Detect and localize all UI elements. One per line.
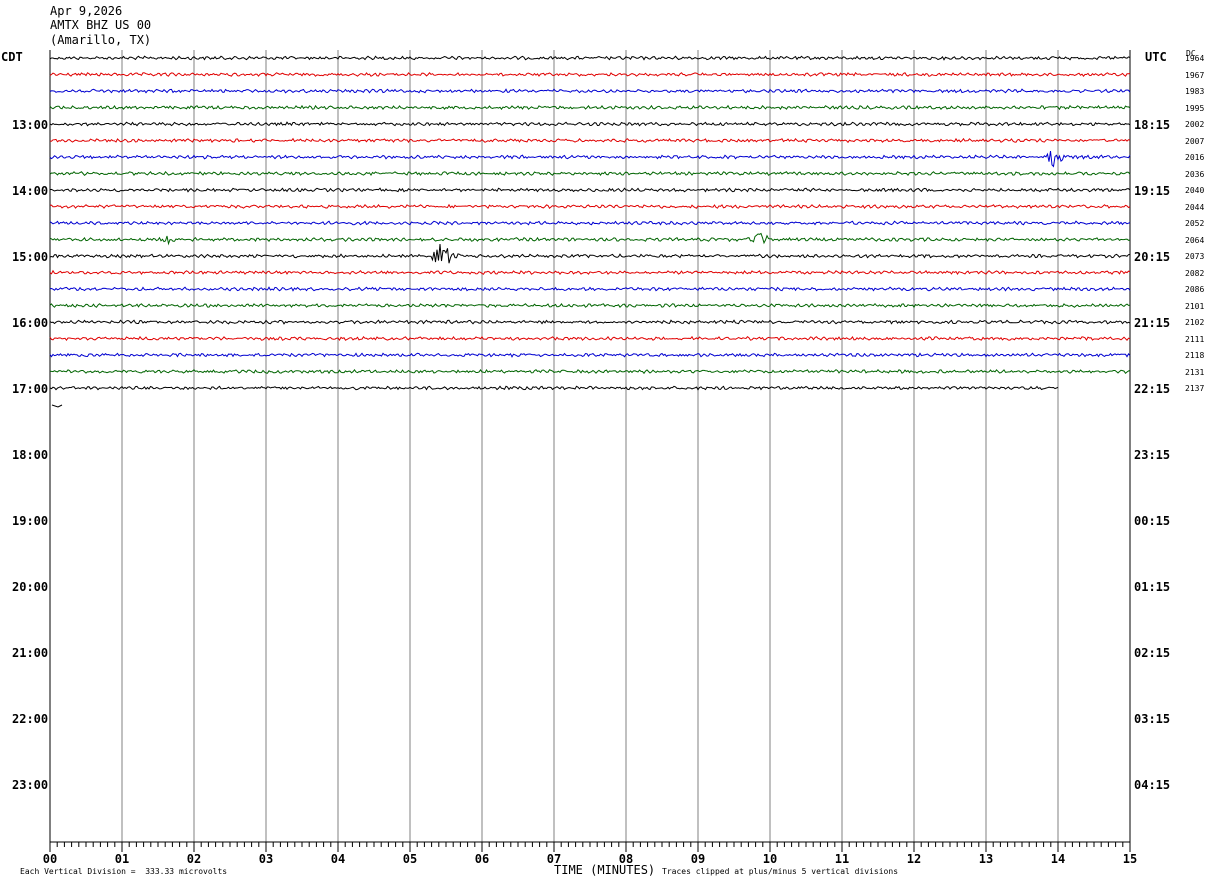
- seismic-trace: [49, 88, 1131, 94]
- dc-value: 2137: [1185, 384, 1205, 393]
- x-tick-label: 13: [979, 852, 993, 866]
- cdt-hour-label: 13:00: [12, 118, 49, 132]
- dc-value: 2082: [1185, 268, 1205, 278]
- seismic-trace: [49, 352, 1131, 358]
- seismic-trace: [49, 244, 1131, 264]
- dc-value: 2036: [1185, 169, 1205, 179]
- dc-value: 2040: [1185, 186, 1205, 195]
- x-tick-label: 12: [907, 852, 921, 866]
- dc-value: 2064: [1185, 235, 1205, 245]
- seismic-trace: [49, 151, 1131, 168]
- x-tick-label: 02: [187, 852, 201, 866]
- utc-hour-label: 21:15: [1134, 316, 1171, 330]
- utc-hour-label: 19:15: [1134, 184, 1171, 198]
- cdt-hour-label: 17:00: [12, 382, 49, 396]
- seismic-trace: [49, 385, 1059, 391]
- x-tick-label: 10: [763, 852, 777, 866]
- seismic-trace: [49, 137, 1131, 144]
- x-tick-label: 05: [403, 852, 417, 866]
- right-timezone-label: UTC: [1145, 50, 1167, 64]
- seismic-trace: [49, 302, 1131, 309]
- utc-hour-label: 03:15: [1134, 712, 1171, 726]
- x-tick-label: 00: [43, 852, 57, 866]
- seismic-trace: [49, 286, 1131, 292]
- x-tick-label: 06: [475, 852, 489, 866]
- dc-value: 2073: [1185, 252, 1205, 261]
- x-tick-label: 08: [619, 852, 633, 866]
- seismic-trace: [49, 203, 1131, 210]
- seismic-trace: [49, 121, 1131, 127]
- station-code: AMTX BHZ US 00: [50, 18, 152, 32]
- minute-gridlines: [49, 50, 1131, 842]
- dc-value: 2101: [1185, 301, 1205, 311]
- x-tick-label: 09: [691, 852, 705, 866]
- current-trace-marker: [51, 404, 63, 408]
- dc-value: 2052: [1185, 219, 1205, 228]
- dc-value: 2044: [1185, 202, 1205, 212]
- x-axis-title: TIME (MINUTES): [554, 863, 656, 877]
- cdt-hour-label: 15:00: [12, 250, 49, 264]
- utc-hour-label: 18:15: [1134, 118, 1171, 132]
- cdt-hour-label: 19:00: [12, 514, 49, 528]
- cdt-hour-label: 20:00: [12, 580, 49, 594]
- x-tick-label: 03: [259, 852, 273, 866]
- dc-value: 2102: [1185, 318, 1205, 327]
- dc-value: 1983: [1185, 87, 1205, 96]
- dc-value: 2086: [1185, 285, 1205, 294]
- scale-note: Each Vertical Division = 333.33 microvol…: [20, 867, 228, 876]
- seismic-trace: [49, 72, 1131, 78]
- time-axis: 00 01 02 03 04 05 06 07 08 09 10 11 12 13 14 15: [43, 841, 1137, 866]
- dc-value: 1964: [1185, 54, 1205, 63]
- x-tick-label: 14: [1051, 852, 1065, 866]
- cdt-hour-label: 16:00: [12, 316, 49, 330]
- seismic-trace: [49, 220, 1131, 226]
- seismic-traces: [49, 55, 1131, 408]
- dc-value: 2118: [1185, 351, 1205, 360]
- cdt-hour-label: 23:00: [12, 778, 49, 792]
- cdt-hour-label: 22:00: [12, 712, 49, 726]
- x-tick-label: 11: [835, 852, 849, 866]
- dc-value: 1967: [1185, 70, 1205, 80]
- utc-hour-label: 00:15: [1134, 514, 1171, 528]
- seismic-trace: [49, 335, 1131, 342]
- seismic-trace: [49, 319, 1131, 325]
- cdt-hour-label: 14:00: [12, 184, 49, 198]
- seismic-trace: [49, 187, 1131, 193]
- utc-hour-label: 04:15: [1134, 778, 1171, 792]
- seismic-trace: [49, 368, 1131, 375]
- seismic-trace: [49, 104, 1131, 111]
- utc-hour-label: 02:15: [1134, 646, 1171, 660]
- dc-value: 2131: [1185, 367, 1205, 377]
- seismic-trace: [49, 170, 1131, 177]
- dc-value: 2007: [1185, 136, 1205, 146]
- dc-value: 1995: [1185, 103, 1205, 113]
- utc-hour-label: 23:15: [1134, 448, 1171, 462]
- station-location: (Amarillo, TX): [50, 33, 152, 47]
- cdt-hour-label: 21:00: [12, 646, 49, 660]
- x-tick-label: 15: [1123, 852, 1137, 866]
- cdt-hour-label: 18:00: [12, 448, 49, 462]
- left-timezone-label: CDT: [1, 50, 23, 64]
- utc-hour-label: 20:15: [1134, 250, 1171, 264]
- dc-value: 2111: [1185, 334, 1205, 344]
- dc-value: 2002: [1185, 120, 1205, 129]
- x-tick-label: 01: [115, 852, 129, 866]
- utc-hour-label: 01:15: [1134, 580, 1171, 594]
- dc-header: DC: [1186, 49, 1196, 58]
- plot-date: Apr 9,2026: [50, 4, 123, 18]
- seismic-trace: [49, 269, 1131, 276]
- utc-hour-label: 22:15: [1134, 382, 1171, 396]
- x-tick-label: 04: [331, 852, 345, 866]
- dc-value: 2016: [1185, 153, 1205, 162]
- x-tick-label: 07: [547, 852, 561, 866]
- clip-note: Traces clipped at plus/minus 5 vertical …: [662, 867, 899, 876]
- seismic-trace: [49, 55, 1131, 61]
- seismic-trace: [49, 232, 1131, 246]
